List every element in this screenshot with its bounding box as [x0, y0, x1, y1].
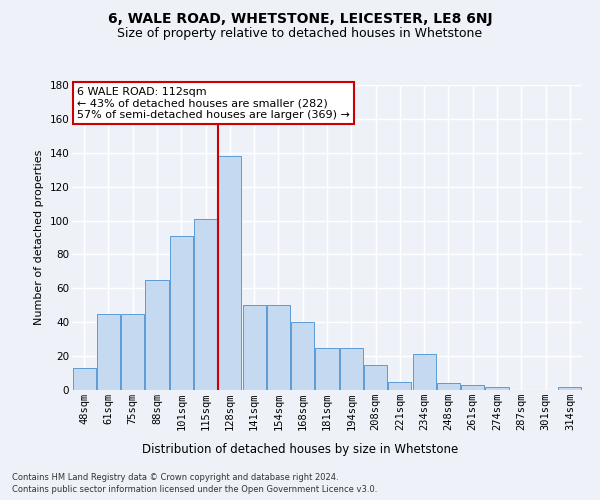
- Bar: [73, 368, 95, 390]
- Bar: [316, 348, 338, 390]
- Bar: [364, 364, 387, 390]
- Text: Contains public sector information licensed under the Open Government Licence v3: Contains public sector information licen…: [12, 485, 377, 494]
- Bar: [291, 322, 314, 390]
- Text: Distribution of detached houses by size in Whetstone: Distribution of detached houses by size …: [142, 442, 458, 456]
- Bar: [413, 354, 436, 390]
- Bar: [267, 306, 290, 390]
- Text: 6 WALE ROAD: 112sqm
← 43% of detached houses are smaller (282)
57% of semi-detac: 6 WALE ROAD: 112sqm ← 43% of detached ho…: [77, 86, 350, 120]
- Bar: [388, 382, 412, 390]
- Bar: [559, 386, 581, 390]
- Bar: [218, 156, 241, 390]
- Text: 6, WALE ROAD, WHETSTONE, LEICESTER, LE8 6NJ: 6, WALE ROAD, WHETSTONE, LEICESTER, LE8 …: [107, 12, 493, 26]
- Bar: [461, 385, 484, 390]
- Bar: [97, 314, 120, 390]
- Text: Contains HM Land Registry data © Crown copyright and database right 2024.: Contains HM Land Registry data © Crown c…: [12, 472, 338, 482]
- Bar: [437, 383, 460, 390]
- Y-axis label: Number of detached properties: Number of detached properties: [34, 150, 44, 325]
- Text: Size of property relative to detached houses in Whetstone: Size of property relative to detached ho…: [118, 28, 482, 40]
- Bar: [485, 386, 509, 390]
- Bar: [121, 314, 144, 390]
- Bar: [145, 280, 169, 390]
- Bar: [242, 306, 266, 390]
- Bar: [170, 236, 193, 390]
- Bar: [340, 348, 363, 390]
- Bar: [194, 219, 217, 390]
